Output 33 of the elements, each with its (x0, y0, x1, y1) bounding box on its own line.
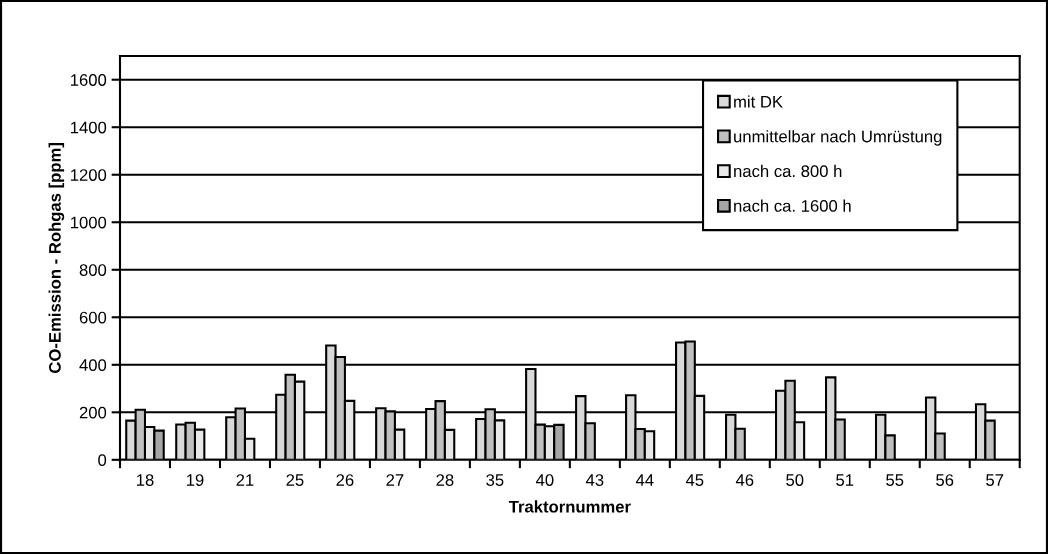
legend-label: mit DK (734, 95, 783, 108)
x-tick-label: 46 (735, 474, 754, 486)
x-tick-label: 27 (386, 474, 404, 486)
y-tick-label: 1400 (71, 121, 107, 134)
x-tick-label: 35 (486, 474, 504, 486)
legend-label: unmittelbar nach Umrüstung (734, 130, 942, 146)
x-tick-label: 51 (836, 474, 854, 486)
x-tick-label: 19 (186, 474, 204, 486)
x-tick-label: 50 (786, 474, 804, 486)
x-tick-label: 45 (685, 474, 704, 486)
legend-label: nach ca. 800 h (734, 164, 842, 178)
y-tick-label: 1000 (71, 216, 107, 229)
x-axis-title: Traktornummer (508, 500, 631, 513)
x-tick-label: 28 (436, 474, 454, 486)
y-tick-label: 200 (79, 406, 107, 419)
y-tick-label: 400 (79, 359, 107, 371)
y-tick-label: 600 (79, 311, 107, 324)
x-tick-label: 55 (886, 474, 904, 486)
x-tick-label: 21 (236, 474, 254, 486)
legend-label: nach ca. 1600 h (734, 199, 851, 212)
x-tick-label: 44 (635, 474, 654, 486)
y-tick-label: 0 (98, 454, 107, 467)
x-tick-label: 18 (136, 474, 154, 486)
y-tick-label: 1200 (71, 169, 107, 181)
y-tick-label: 800 (79, 264, 107, 276)
x-tick-label: 57 (986, 474, 1004, 486)
x-tick-label: 56 (936, 474, 954, 486)
x-tick-label: 43 (585, 474, 604, 486)
x-tick-label: 26 (336, 474, 354, 486)
y-tick-label: 1600 (71, 74, 107, 86)
y-axis-title: CO-Emission - Rohgas [ppm] (48, 143, 65, 373)
x-tick-label: 25 (286, 474, 304, 486)
x-tick-label: 40 (535, 474, 554, 486)
